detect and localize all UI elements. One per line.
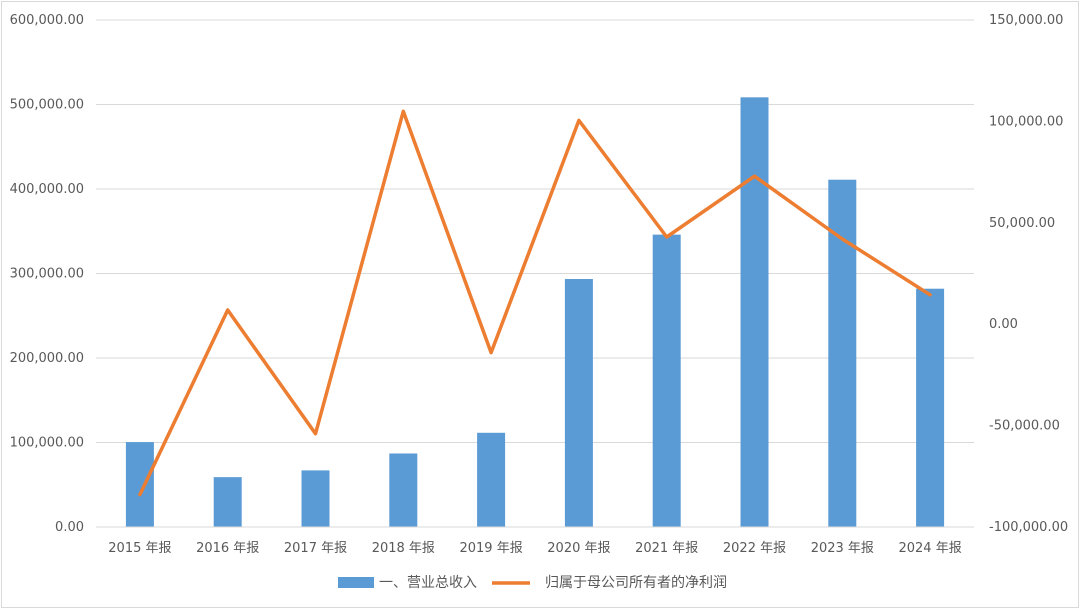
- legend: 一、营业总收入 归属于母公司所有者的净利润: [338, 574, 727, 591]
- left-tick-label: 300,000.00: [10, 267, 84, 282]
- revenue-bar: [916, 288, 945, 527]
- legend-label-revenue: 一、营业总收入: [379, 575, 477, 591]
- x-tick-label: 2019 年报: [459, 541, 522, 556]
- left-axis-tick-labels: 0.00 100,000.00 200,000.00 300,000.00 400,00…: [10, 13, 84, 535]
- right-tick-label: 150,000.00: [989, 13, 1063, 28]
- x-tick-label: 2024 年报: [898, 541, 961, 556]
- left-tick-label: 500,000.00: [10, 98, 84, 113]
- left-tick-label: 0.00: [55, 520, 84, 535]
- x-tick-label: 2021 年报: [635, 541, 698, 556]
- gridlines: [96, 19, 974, 443]
- revenue-bar: [477, 432, 506, 527]
- x-tick-label: 2016 年报: [196, 541, 259, 556]
- legend-swatch-revenue: [338, 577, 374, 588]
- x-tick-label: 2018 年报: [372, 541, 435, 556]
- x-tick-label: 2017 年报: [284, 541, 347, 556]
- revenue-bar: [389, 453, 418, 527]
- revenue-bar: [740, 97, 769, 527]
- net-profit-line-layer: [138, 109, 932, 497]
- left-tick-label: 400,000.00: [10, 182, 84, 197]
- left-tick-label: 600,000.00: [10, 13, 84, 28]
- x-axis-tick-labels: 2015 年报 2016 年报 2017 年报 2018 年报 2019 年报 2020 …: [108, 541, 961, 556]
- right-axis-tick-labels: -100,000.00 -50,000.00 0.00 50,000.00 100,00…: [989, 13, 1068, 535]
- x-tick-label: 2020 年报: [547, 541, 610, 556]
- left-tick-label: 100,000.00: [10, 436, 84, 451]
- right-tick-label: 0.00: [989, 317, 1018, 332]
- right-tick-label: 50,000.00: [989, 216, 1055, 231]
- revenue-bar: [125, 442, 154, 527]
- legend-label-net-profit: 归属于母公司所有者的净利润: [545, 574, 727, 591]
- revenue-bar: [652, 234, 681, 527]
- right-tick-label: -100,000.00: [989, 520, 1068, 535]
- right-tick-label: 100,000.00: [989, 114, 1063, 129]
- revenue-bar: [301, 470, 330, 527]
- x-tick-label: 2022 年报: [723, 541, 786, 556]
- right-tick-label: -50,000.00: [989, 419, 1060, 434]
- net-profit-line: [138, 109, 932, 497]
- x-tick-label: 2015 年报: [108, 541, 171, 556]
- left-tick-label: 200,000.00: [10, 351, 84, 366]
- revenue-bar: [213, 477, 242, 527]
- revenue-bars: [125, 97, 945, 527]
- x-tick-label: 2023 年报: [811, 541, 874, 556]
- revenue-bar: [564, 278, 593, 527]
